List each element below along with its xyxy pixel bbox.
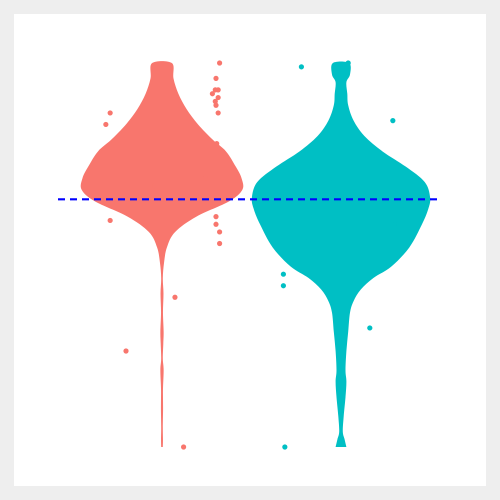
data-point [392,221,398,227]
data-point [213,102,219,108]
data-point [280,271,286,277]
data-point [214,141,220,147]
data-point [213,221,219,227]
data-point [217,229,223,235]
data-point [202,175,208,181]
data-point [181,444,187,450]
data-point [217,60,223,66]
data-point [107,217,113,224]
data-point [306,237,312,243]
data-point [209,91,215,97]
data-point [329,175,335,181]
data-point [107,110,113,116]
data-point [390,118,396,124]
data-point [152,183,158,189]
data-point [123,348,129,354]
data-point [213,214,219,220]
data-point [345,60,351,66]
data-point [217,240,223,247]
data-point [215,87,221,93]
data-point [213,75,219,81]
data-point [280,283,286,289]
violin-series-1 [80,60,244,450]
violin-series-2 [251,60,431,450]
data-point [212,98,218,104]
violin-body-2 [251,61,431,448]
data-point [396,221,402,227]
data-point [282,444,288,450]
data-point [215,94,221,101]
data-point [367,325,373,331]
data-point [215,110,221,116]
data-point [172,294,178,300]
data-point [298,64,304,70]
violin-body-1 [80,61,244,448]
data-point [103,121,109,128]
data-point [399,202,405,208]
data-point [116,206,122,212]
